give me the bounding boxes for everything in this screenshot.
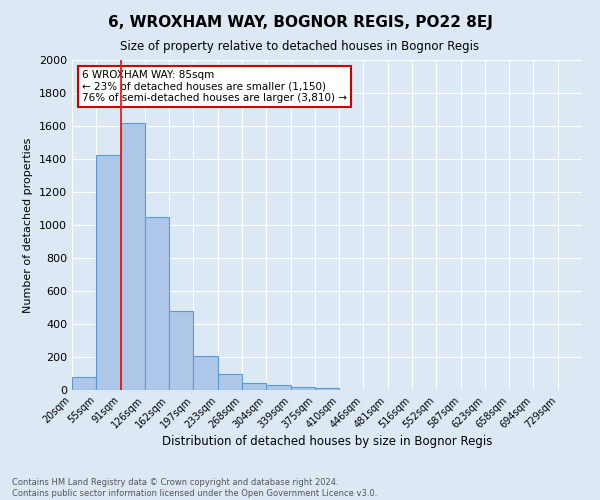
Text: 6 WROXHAM WAY: 85sqm
← 23% of detached houses are smaller (1,150)
76% of semi-de: 6 WROXHAM WAY: 85sqm ← 23% of detached h…	[82, 70, 347, 103]
Bar	[193, 356, 218, 390]
Bar	[218, 374, 242, 390]
Bar	[145, 217, 169, 390]
Y-axis label: Number of detached properties: Number of detached properties	[23, 138, 34, 312]
Text: Size of property relative to detached houses in Bognor Regis: Size of property relative to detached ho…	[121, 40, 479, 53]
X-axis label: Distribution of detached houses by size in Bognor Regis: Distribution of detached houses by size …	[162, 436, 492, 448]
Text: 6, WROXHAM WAY, BOGNOR REGIS, PO22 8EJ: 6, WROXHAM WAY, BOGNOR REGIS, PO22 8EJ	[107, 15, 493, 30]
Bar	[96, 155, 121, 390]
Text: Contains HM Land Registry data © Crown copyright and database right 2024.
Contai: Contains HM Land Registry data © Crown c…	[12, 478, 377, 498]
Bar	[266, 386, 290, 390]
Bar	[121, 122, 145, 390]
Bar	[315, 388, 339, 390]
Bar	[242, 384, 266, 390]
Bar	[72, 377, 96, 390]
Bar	[290, 386, 315, 390]
Bar	[169, 311, 193, 390]
